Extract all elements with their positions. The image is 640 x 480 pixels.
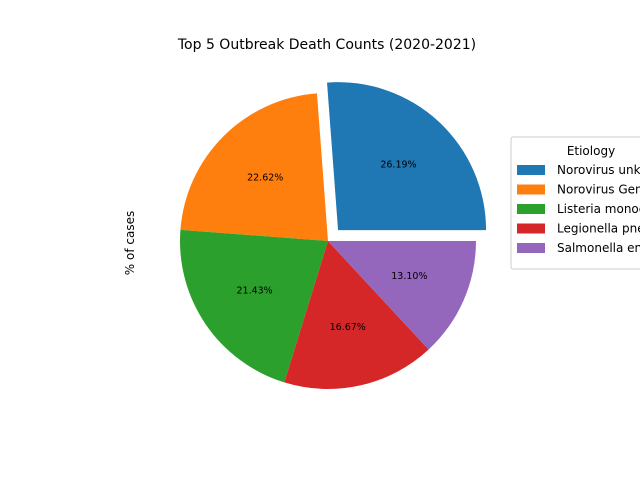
pie-slices <box>179 82 487 390</box>
legend-swatch-4 <box>517 223 545 234</box>
legend-entry-1: Norovirus unknown <box>557 163 640 177</box>
pie-slice-label-2: 22.62% <box>247 173 283 184</box>
legend-items: Norovirus unknown Norovirus Genogroup II L… <box>517 163 640 255</box>
legend-entry-2: Norovirus Genogroup II <box>557 183 640 197</box>
pie-slice-4 <box>284 241 429 390</box>
pie-percentage-labels: 26.19% 22.62% 21.43% 16.67% 13.10% <box>236 160 427 334</box>
pie-slice-1 <box>327 82 487 231</box>
pie-slice-3 <box>179 229 328 383</box>
legend-title: Etiology <box>567 144 615 158</box>
pie-slice-5 <box>328 241 476 350</box>
pie-slice-label-1: 26.19% <box>380 160 416 171</box>
legend-swatch-5 <box>517 243 545 253</box>
legend-swatch-1 <box>517 165 545 175</box>
legend-entry-5: Salmonella enterica <box>557 241 640 255</box>
pie-slice-label-5: 13.10% <box>391 271 427 282</box>
legend-entry-3: Listeria monocytogenes <box>557 202 640 216</box>
pie-slice-label-3: 21.43% <box>236 286 272 297</box>
legend-swatch-2 <box>517 184 545 195</box>
chart-title: Top 5 Outbreak Death Counts (2020-2021) <box>177 37 476 53</box>
pie-slice-2 <box>180 93 328 242</box>
legend-swatch-3 <box>517 204 545 214</box>
legend-entry-4: Legionella pneumophila <box>557 222 640 236</box>
pie-slice-label-4: 16.67% <box>330 322 366 333</box>
legend: Etiology Norovirus unknown Norovirus Geno… <box>510 136 640 270</box>
y-axis-label: % of cases <box>123 211 137 275</box>
